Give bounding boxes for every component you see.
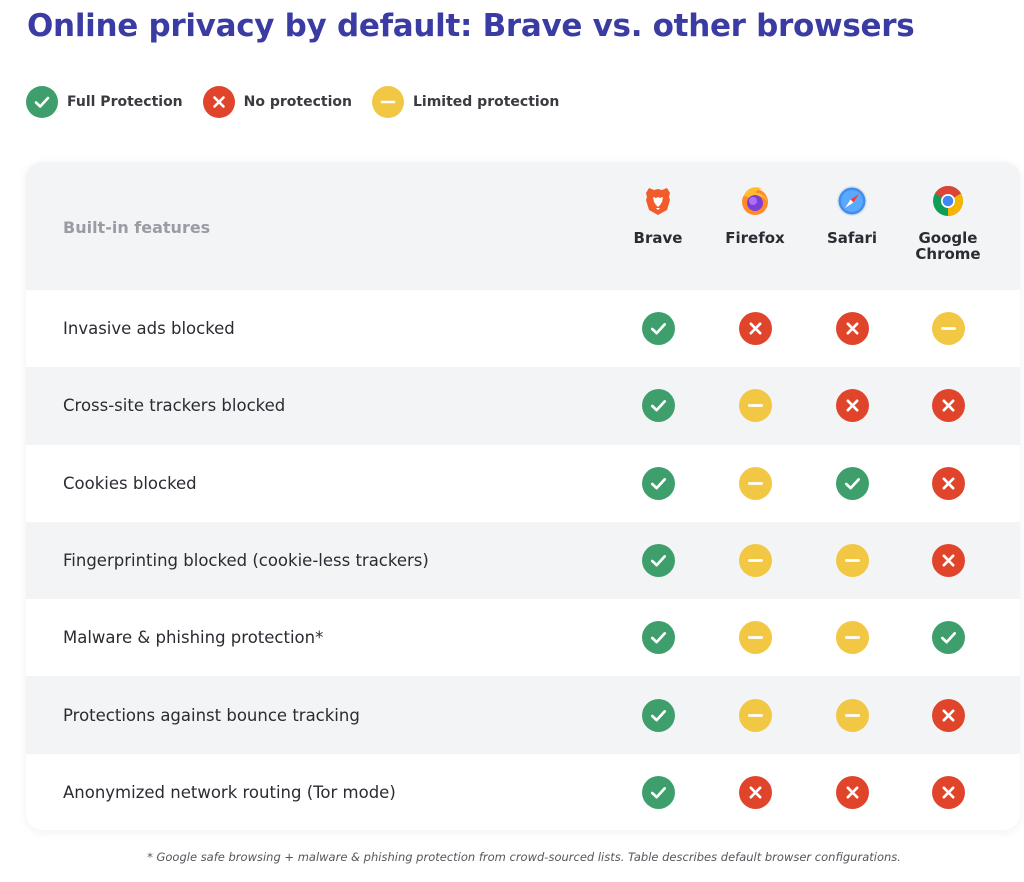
status-cell xyxy=(931,312,965,345)
status-cell xyxy=(931,543,965,577)
table-row: Invasive ads blocked xyxy=(26,290,1020,367)
comparison-table: Built-in features Brave Firefox Safari Goog… xyxy=(26,162,1020,830)
browser-name: Brave xyxy=(633,229,683,247)
feature-label: Malware & phishing protection* xyxy=(63,628,324,648)
legend-label: No protection xyxy=(243,94,352,110)
footnote: * Google safe browsing + malware & phish… xyxy=(147,850,901,864)
status-cell xyxy=(738,698,772,732)
check-icon xyxy=(641,775,675,809)
browser-column-header: Brave xyxy=(603,184,713,246)
minus-icon xyxy=(835,698,869,732)
check-icon xyxy=(641,389,675,423)
minus-icon xyxy=(738,466,772,500)
table-row: Anonymized network routing (Tor mode) xyxy=(26,753,1020,830)
feature-label: Fingerprinting blocked (cookie-less trac… xyxy=(63,550,429,570)
feature-label: Anonymized network routing (Tor mode) xyxy=(63,782,396,802)
minus-icon xyxy=(738,621,772,655)
check-icon xyxy=(26,86,58,118)
browser-column-header: Firefox xyxy=(700,184,810,246)
status-cell xyxy=(835,621,869,655)
minus-icon xyxy=(931,312,965,345)
table-row: Malware & phishing protection* xyxy=(26,599,1020,677)
status-cell xyxy=(641,775,675,809)
feature-label: Cookies blocked xyxy=(63,473,197,493)
check-icon xyxy=(641,543,675,577)
status-cell xyxy=(835,698,869,732)
status-cell xyxy=(738,312,772,345)
legend-item-limited: Limited protection xyxy=(371,86,560,118)
x-icon xyxy=(835,312,869,345)
x-icon xyxy=(202,86,235,118)
x-icon xyxy=(931,775,965,809)
x-icon xyxy=(931,466,965,500)
minus-icon xyxy=(738,698,772,732)
minus-icon xyxy=(738,543,772,577)
status-cell xyxy=(641,466,675,500)
status-cell xyxy=(931,389,965,423)
x-icon xyxy=(835,775,869,809)
x-icon xyxy=(931,698,965,732)
status-cell xyxy=(835,466,869,500)
status-cell xyxy=(641,621,675,655)
status-cell xyxy=(738,775,772,809)
table-row: Protections against bounce tracking xyxy=(26,676,1020,754)
minus-icon xyxy=(738,389,772,423)
status-cell xyxy=(738,621,772,655)
status-cell xyxy=(835,775,869,809)
browser-column-header: Google Chrome xyxy=(893,184,1003,262)
firefox-icon xyxy=(742,187,768,215)
status-cell xyxy=(641,389,675,423)
status-cell xyxy=(641,698,675,732)
legend-label: Limited protection xyxy=(412,94,560,110)
status-cell xyxy=(931,775,965,809)
check-icon xyxy=(641,312,675,345)
check-icon xyxy=(641,621,675,655)
feature-label: Cross-site trackers blocked xyxy=(63,396,286,416)
chrome-icon xyxy=(933,186,964,216)
legend-item-none: No protection xyxy=(202,86,352,118)
minus-icon xyxy=(371,86,404,118)
brave-lion-icon xyxy=(646,188,670,215)
legend-item-full: Full Protection xyxy=(26,86,183,118)
table-row: Cross-site trackers blocked xyxy=(26,367,1020,445)
minus-icon xyxy=(835,621,869,655)
status-cell xyxy=(835,389,869,423)
status-cell xyxy=(641,543,675,577)
x-icon xyxy=(738,775,772,809)
table-header: Built-in features Brave Firefox Safari Goog… xyxy=(26,162,1020,290)
x-icon xyxy=(931,543,965,577)
status-cell xyxy=(738,466,772,500)
browser-column-header: Safari xyxy=(797,184,907,246)
check-icon xyxy=(931,621,965,655)
status-cell xyxy=(931,466,965,500)
header-label: Built-in features xyxy=(63,218,211,237)
status-cell xyxy=(835,543,869,577)
page-title: Online privacy by default: Brave vs. oth… xyxy=(27,8,915,44)
browser-name: Safari xyxy=(826,229,878,247)
status-cell xyxy=(931,698,965,732)
table-row: Cookies blocked xyxy=(26,444,1020,522)
status-cell xyxy=(641,312,675,345)
feature-label: Invasive ads blocked xyxy=(63,319,235,338)
browser-name: Firefox xyxy=(725,229,785,247)
status-cell xyxy=(738,389,772,423)
feature-label: Protections against bounce tracking xyxy=(63,705,360,725)
check-icon xyxy=(835,466,869,500)
safari-compass-icon xyxy=(837,186,867,216)
status-cell xyxy=(738,543,772,577)
minus-icon xyxy=(835,543,869,577)
x-icon xyxy=(835,389,869,423)
browser-name: Google Chrome xyxy=(915,229,981,263)
legend-label: Full Protection xyxy=(67,94,183,110)
legend: Full Protection No protection Limited prot… xyxy=(26,86,579,118)
x-icon xyxy=(738,312,772,345)
x-icon xyxy=(931,389,965,423)
status-cell xyxy=(931,621,965,655)
status-cell xyxy=(835,312,869,345)
check-icon xyxy=(641,466,675,500)
table-row: Fingerprinting blocked (cookie-less trac… xyxy=(26,521,1020,599)
check-icon xyxy=(641,698,675,732)
